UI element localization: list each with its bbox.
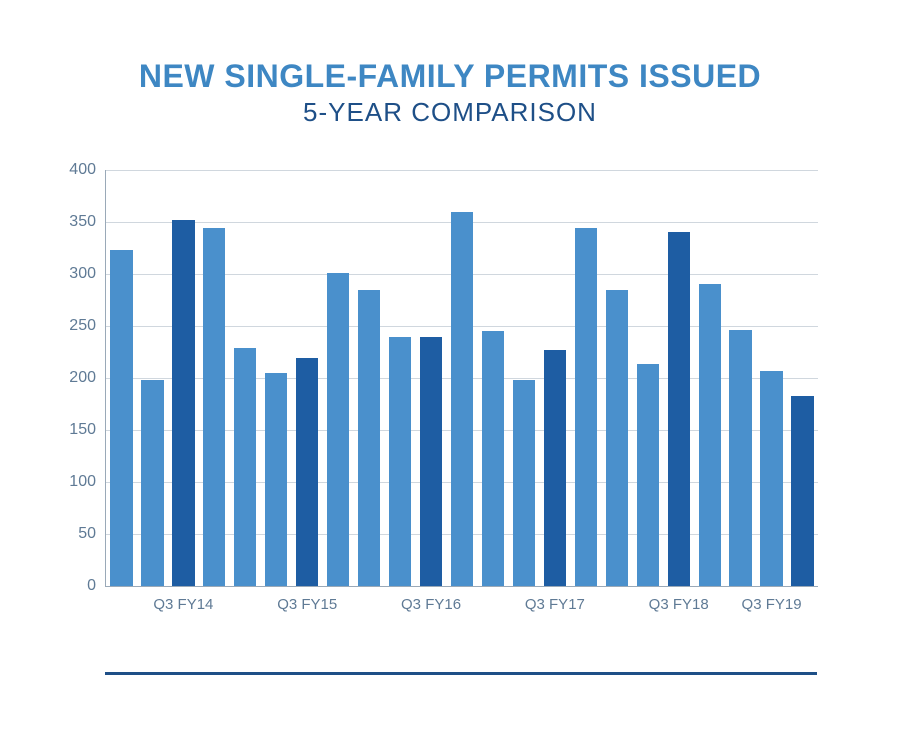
y-gridline bbox=[106, 170, 818, 171]
y-axis-tick-label: 400 bbox=[69, 161, 106, 179]
chart-bar bbox=[544, 350, 566, 586]
y-axis-tick-label: 250 bbox=[69, 317, 106, 335]
chart-bar bbox=[575, 228, 597, 586]
chart-bar bbox=[729, 330, 751, 586]
x-axis-tick-label: Q3 FY18 bbox=[649, 586, 709, 613]
chart-bar bbox=[668, 232, 690, 586]
chart-bar bbox=[606, 290, 628, 586]
x-axis-tick-label: Q3 FY15 bbox=[277, 586, 337, 613]
y-axis-tick-label: 50 bbox=[78, 525, 106, 543]
chart-bar bbox=[389, 337, 411, 586]
y-axis-tick-label: 150 bbox=[69, 421, 106, 439]
footer-rule bbox=[105, 672, 817, 675]
x-axis-tick-label: Q3 FY17 bbox=[525, 586, 585, 613]
y-axis-tick-label: 200 bbox=[69, 369, 106, 387]
y-axis-tick-label: 350 bbox=[69, 213, 106, 231]
chart-bar bbox=[296, 358, 318, 586]
chart-bar bbox=[141, 380, 163, 586]
chart-bar bbox=[513, 380, 535, 586]
y-axis-tick-label: 0 bbox=[87, 577, 106, 595]
chart-bar bbox=[451, 212, 473, 586]
chart-bar bbox=[265, 373, 287, 586]
chart-bar bbox=[234, 348, 256, 586]
chart-bar bbox=[699, 284, 721, 586]
x-axis-tick-label: Q3 FY14 bbox=[153, 586, 213, 613]
x-axis-tick-label: Q3 FY16 bbox=[401, 586, 461, 613]
permits-chart: NEW SINGLE-FAMILY PERMITS ISSUED 5-YEAR … bbox=[0, 0, 900, 735]
chart-bar bbox=[358, 290, 380, 586]
chart-title: NEW SINGLE-FAMILY PERMITS ISSUED bbox=[0, 58, 900, 95]
chart-bar bbox=[110, 250, 132, 586]
chart-bar bbox=[172, 220, 194, 586]
chart-titles: NEW SINGLE-FAMILY PERMITS ISSUED 5-YEAR … bbox=[0, 58, 900, 128]
chart-bar bbox=[482, 331, 504, 586]
chart-subtitle: 5-YEAR COMPARISON bbox=[0, 97, 900, 128]
chart-bar bbox=[791, 396, 813, 586]
chart-bar bbox=[327, 273, 349, 586]
y-axis-tick-label: 100 bbox=[69, 473, 106, 491]
chart-plot-area: 050100150200250300350400Q3 FY14Q3 FY15Q3… bbox=[105, 170, 818, 587]
chart-bar bbox=[420, 337, 442, 586]
y-axis-tick-label: 300 bbox=[69, 265, 106, 283]
chart-bar bbox=[203, 228, 225, 586]
chart-bar bbox=[760, 371, 782, 586]
chart-bar bbox=[637, 364, 659, 586]
x-axis-tick-label: Q3 FY19 bbox=[742, 586, 802, 613]
